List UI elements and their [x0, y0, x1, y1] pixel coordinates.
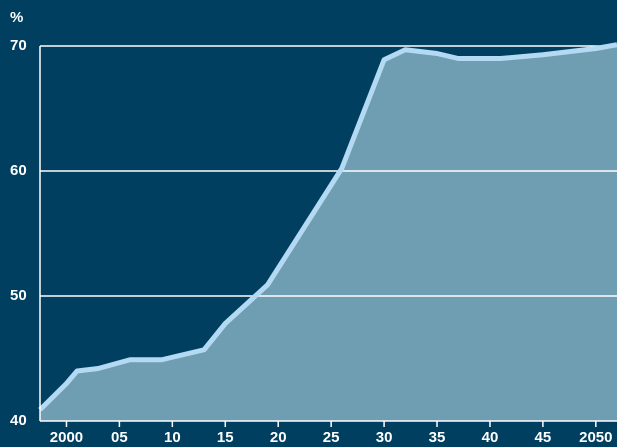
- line: [38, 42, 617, 412]
- x-tick-label: 2000: [50, 429, 83, 446]
- y-tick-label: 40: [10, 412, 27, 429]
- area-fill: [40, 44, 617, 421]
- x-tick-label: 35: [429, 429, 446, 446]
- x-tick-label: 15: [217, 429, 234, 446]
- y-unit: %: [10, 9, 23, 26]
- x-tick-label: 25: [323, 429, 340, 446]
- x-tick-label: 05: [111, 429, 128, 446]
- x-tick-label: 30: [376, 429, 393, 446]
- x-tick-label: 40: [482, 429, 499, 446]
- y-tick-label: 70: [10, 37, 27, 54]
- x-tick-label: 10: [164, 429, 181, 446]
- x-tick-label: 20: [270, 429, 287, 446]
- y-tick-label: 50: [10, 287, 27, 304]
- y-tick-label: 60: [10, 162, 27, 179]
- x-tick-label: 45: [535, 429, 552, 446]
- x-tick-label: 2050: [579, 429, 612, 446]
